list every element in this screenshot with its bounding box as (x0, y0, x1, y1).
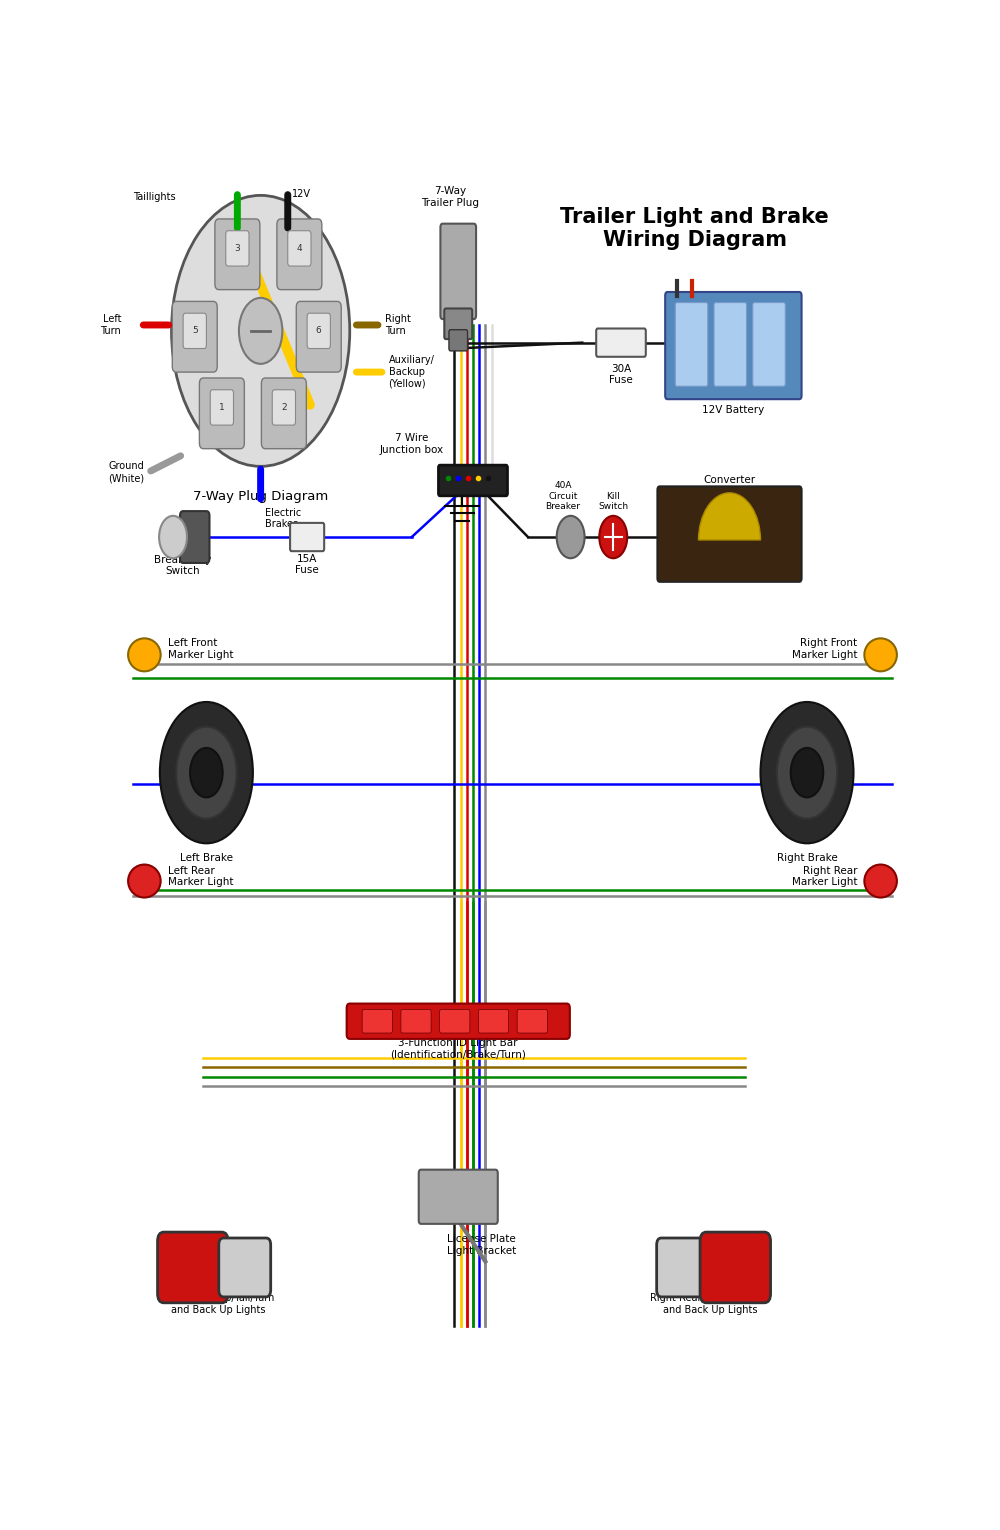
Text: 15A
Fuse: 15A Fuse (295, 554, 319, 575)
FancyBboxPatch shape (449, 329, 468, 350)
FancyBboxPatch shape (440, 223, 476, 320)
Circle shape (557, 516, 585, 558)
Text: Left Brake: Left Brake (180, 852, 233, 863)
Text: 3: 3 (234, 243, 240, 252)
Text: 4: 4 (297, 243, 302, 252)
FancyBboxPatch shape (700, 1232, 771, 1304)
Text: 7-Way
Trailer Plug: 7-Way Trailer Plug (422, 187, 480, 208)
FancyBboxPatch shape (714, 303, 747, 386)
Text: Trailer Light and Brake
Wiring Diagram: Trailer Light and Brake Wiring Diagram (560, 207, 829, 251)
FancyBboxPatch shape (172, 301, 217, 372)
Text: Converter: Converter (703, 476, 756, 485)
FancyBboxPatch shape (277, 219, 322, 289)
Text: Kill
Switch: Kill Switch (598, 491, 628, 511)
FancyBboxPatch shape (675, 303, 708, 386)
Text: 7 Wire
Junction box: 7 Wire Junction box (380, 433, 444, 454)
Ellipse shape (864, 864, 897, 898)
FancyBboxPatch shape (347, 1004, 570, 1039)
Text: 40A
Circuit
Breaker: 40A Circuit Breaker (545, 482, 580, 511)
Circle shape (761, 702, 854, 843)
Text: Electric
Brakes: Electric Brakes (264, 508, 301, 529)
Circle shape (239, 298, 282, 364)
Text: 30A
Fuse: 30A Fuse (609, 364, 633, 386)
FancyBboxPatch shape (753, 303, 785, 386)
Circle shape (160, 702, 253, 843)
Circle shape (190, 748, 223, 797)
FancyBboxPatch shape (158, 1232, 228, 1304)
Ellipse shape (864, 638, 897, 672)
FancyBboxPatch shape (296, 301, 341, 372)
FancyBboxPatch shape (215, 219, 260, 289)
FancyBboxPatch shape (440, 1010, 470, 1033)
Circle shape (159, 516, 187, 558)
FancyBboxPatch shape (657, 1238, 709, 1297)
Text: Auxiliary/
Backup
(Yellow): Auxiliary/ Backup (Yellow) (388, 355, 434, 389)
FancyBboxPatch shape (401, 1010, 431, 1033)
FancyBboxPatch shape (272, 390, 296, 425)
Text: Right Brake: Right Brake (777, 852, 837, 863)
FancyBboxPatch shape (665, 292, 802, 399)
FancyBboxPatch shape (180, 511, 209, 563)
Text: 6: 6 (316, 326, 322, 335)
FancyBboxPatch shape (362, 1010, 392, 1033)
Text: Right
Turn: Right Turn (385, 314, 411, 335)
Text: Ground
(White): Ground (White) (108, 462, 144, 483)
Text: Left Rear
Marker Light: Left Rear Marker Light (168, 866, 233, 887)
Text: 12V: 12V (292, 190, 311, 199)
Ellipse shape (128, 638, 161, 672)
FancyBboxPatch shape (307, 314, 330, 349)
Circle shape (172, 196, 350, 467)
Text: Right Front
Marker Light: Right Front Marker Light (792, 638, 857, 659)
Text: Right Rear
Marker Light: Right Rear Marker Light (792, 866, 857, 887)
Ellipse shape (128, 864, 161, 898)
FancyBboxPatch shape (226, 231, 249, 266)
Text: 12V Battery: 12V Battery (702, 405, 764, 415)
Text: Left Rear Stop/Tail/Turn
and Back Up Lights: Left Rear Stop/Tail/Turn and Back Up Lig… (162, 1293, 274, 1314)
Text: Left Front
Marker Light: Left Front Marker Light (168, 638, 233, 659)
Text: 3-Function ID Light Bar
(Identification/Brake/Turn): 3-Function ID Light Bar (Identification/… (390, 1037, 526, 1059)
FancyBboxPatch shape (419, 1169, 498, 1224)
FancyBboxPatch shape (517, 1010, 547, 1033)
FancyBboxPatch shape (438, 465, 507, 496)
Text: 2: 2 (281, 402, 287, 412)
Text: 5: 5 (192, 326, 198, 335)
Text: Right Rear Stop/Tail/Turn
and Back Up Lights: Right Rear Stop/Tail/Turn and Back Up Li… (650, 1293, 770, 1314)
FancyBboxPatch shape (210, 390, 234, 425)
Text: License Plate
Light Bracket: License Plate Light Bracket (447, 1235, 516, 1256)
Wedge shape (698, 493, 761, 540)
FancyBboxPatch shape (261, 378, 306, 448)
Text: 7-Way Plug Diagram: 7-Way Plug Diagram (193, 490, 328, 503)
Circle shape (777, 727, 837, 819)
Circle shape (599, 516, 627, 558)
FancyBboxPatch shape (219, 1238, 271, 1297)
Text: 1: 1 (219, 402, 225, 412)
FancyBboxPatch shape (288, 231, 311, 266)
Text: Taillights: Taillights (133, 191, 175, 202)
Circle shape (176, 727, 237, 819)
Circle shape (791, 748, 823, 797)
FancyBboxPatch shape (478, 1010, 509, 1033)
FancyBboxPatch shape (444, 309, 472, 340)
FancyBboxPatch shape (183, 314, 206, 349)
FancyBboxPatch shape (596, 329, 646, 356)
Text: Breakaway
Switch: Breakaway Switch (154, 555, 212, 577)
FancyBboxPatch shape (290, 523, 324, 551)
FancyBboxPatch shape (657, 487, 802, 581)
FancyBboxPatch shape (199, 378, 244, 448)
Text: Left
Turn: Left Turn (100, 314, 121, 335)
